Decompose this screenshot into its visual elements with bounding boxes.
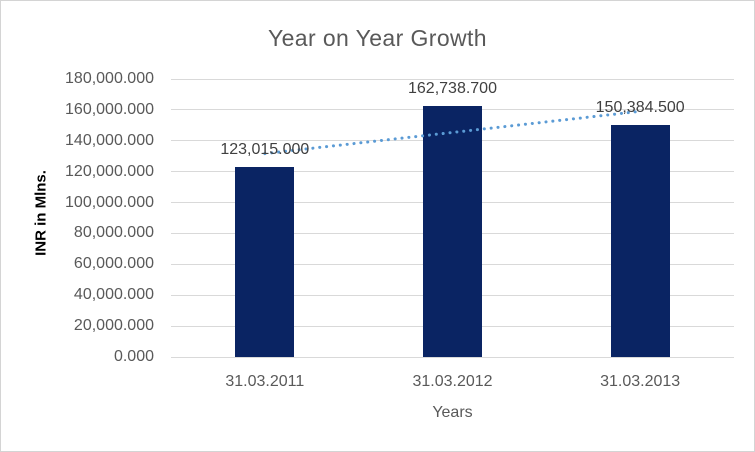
bar-data-label: 162,738.700 [408, 79, 497, 97]
x-axis-title: Years [432, 404, 473, 421]
y-tick-label: 100,000.000 [65, 193, 154, 211]
y-tick-label: 80,000.000 [73, 224, 154, 242]
bar [423, 105, 482, 357]
x-tick-label: 31.03.2013 [600, 373, 681, 390]
trendline [263, 109, 642, 156]
x-tick-label: 31.03.2011 [225, 373, 305, 390]
y-tick-label: 60,000.000 [73, 255, 154, 273]
bar [235, 167, 295, 357]
y-tick-label: 180,000.000 [65, 70, 154, 87]
x-tick-label: 31.03.2012 [412, 373, 493, 390]
trendline-layer [263, 109, 642, 156]
y-axis-title: INR in Mlns. [32, 170, 50, 256]
y-tick-label: 20,000.000 [73, 317, 154, 335]
gridline [171, 78, 734, 80]
bar-data-label: 150,384.500 [595, 98, 685, 116]
y-tick-label: 140,000.000 [65, 131, 154, 149]
bar [610, 124, 670, 357]
y-tick-label: 160,000.000 [65, 100, 154, 118]
plot-area [171, 78, 734, 358]
bar-data-label: 123,015.000 [220, 141, 310, 158]
y-tick-label: 120,000.000 [65, 162, 154, 180]
y-tick-label: 40,000.000 [73, 286, 154, 304]
y-tick-label: 0.000 [113, 348, 154, 365]
chart-title: Year on Year Growth [267, 25, 487, 51]
gridline [171, 356, 734, 358]
